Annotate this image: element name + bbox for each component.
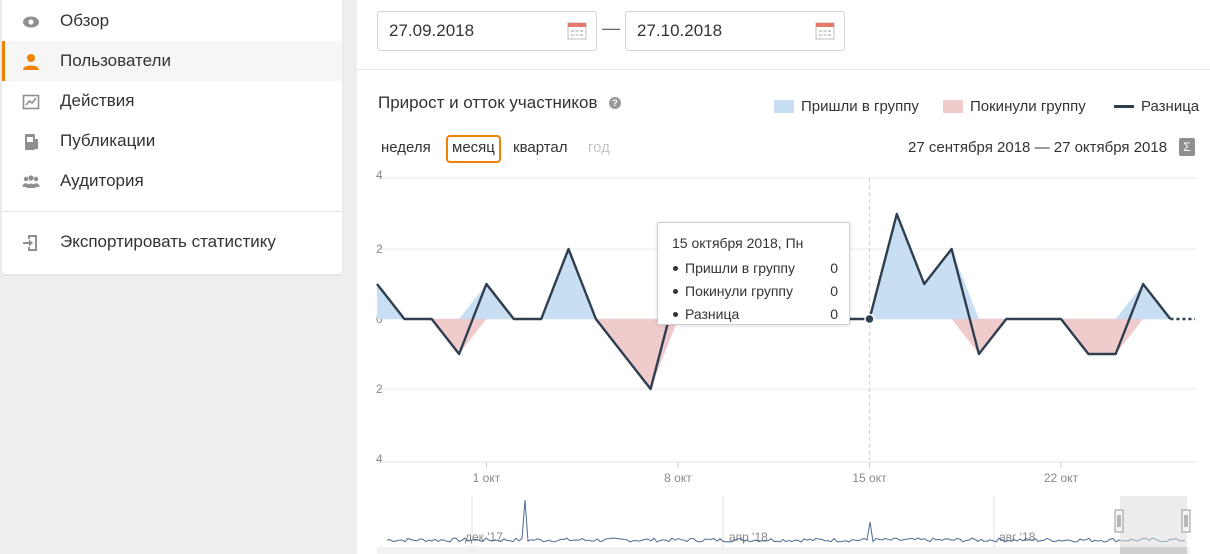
sidebar-item-label: Действия [60,91,135,110]
sidebar-item-label: Экспортировать статистику [60,232,276,251]
activity-chart-icon [22,94,40,110]
left-area [377,319,1171,389]
legend-swatch [943,99,963,113]
chart-title: Прирост и отток участников [378,93,598,112]
publication-icon [25,134,38,150]
calendar-icon[interactable] [567,22,587,40]
date-range-bar: 27.09.2018 — 27.10.2018 [357,0,1210,70]
tooltip-row: Разница 0 [672,305,838,323]
sidebar-item-overview[interactable]: Обзор [2,1,342,41]
tooltip-row: Покинули группу 0 [672,282,838,300]
main-panel: 27.09.2018 — 27.10.2018 Прирост и отток … [357,0,1210,554]
y-tick-label: 4 [376,170,383,182]
navigator-series [386,499,1186,543]
date-to-value: 27.10.2018 [637,21,723,40]
members-chart[interactable]: 4 2 0 2 4 1 окт 8 окт 15 окт 22 окт [357,170,1210,490]
sidebar-item-users[interactable]: Пользователи [2,41,342,81]
x-tick-label: 15 окт [852,471,887,485]
hover-point [864,313,875,325]
period-month-tab[interactable]: месяц [446,135,501,163]
audience-icon [22,175,40,188]
bullet-icon [673,312,678,317]
date-to-input[interactable]: 27.10.2018 [625,11,845,51]
tooltip-title: 15 октября 2018, Пн [672,235,804,251]
sidebar-item-label: Публикации [60,131,156,150]
x-tick-label: 1 окт [473,471,501,485]
chart-tooltip: 15 октября 2018, Пн Пришли в группу 0 По… [657,222,850,325]
legend-label: Покинули группу [970,97,1086,115]
tooltip-label: Разница [685,306,740,322]
sidebar-item-label: Обзор [60,11,110,30]
bullet-icon [673,266,678,271]
joined-area [377,214,1171,319]
selected-range-label: 27 сентября 2018 — 27 октября 2018 [908,139,1168,156]
sidebar: Обзор Пользователи Действия Публикации А… [2,0,342,274]
date-from-value: 27.09.2018 [389,21,475,40]
navigator-selection[interactable] [1120,496,1187,552]
navigator-left-handle[interactable] [1114,509,1124,533]
legend-item-joined[interactable]: Пришли в группу [774,96,919,116]
range-navigator[interactable]: дек '17 апр '18 авг '18 [357,490,1210,554]
navigator-right-handle[interactable] [1181,509,1191,533]
sidebar-item-audience[interactable]: Аудитория [2,161,342,201]
legend-swatch [774,99,794,113]
y-tick-label: 4 [376,452,383,466]
tooltip-value: 0 [830,306,838,322]
sidebar-item-label: Аудитория [60,171,144,190]
tooltip-label: Пришли в группу [685,260,796,276]
sidebar-item-export[interactable]: Экспортировать статистику [2,222,342,262]
tooltip-row: Пришли в группу 0 [672,259,838,277]
tooltip-value: 0 [830,283,838,299]
legend-item-left[interactable]: Покинули группу [943,96,1086,116]
bullet-icon [673,289,678,294]
period-quarter-tab[interactable]: квартал [513,139,568,156]
navigator-label: апр '18 [729,530,768,544]
user-icon [23,54,39,70]
legend-label: Разница [1141,97,1200,115]
x-tick-label: 8 окт [664,471,692,485]
legend-label: Пришли в группу [801,97,919,115]
sidebar-divider [2,211,342,212]
sidebar-item-actions[interactable]: Действия [2,81,342,121]
sidebar-item-label: Пользователи [60,51,171,70]
export-icon [23,235,37,251]
tooltip-value: 0 [830,260,838,276]
x-tick-label: 22 окт [1044,471,1079,485]
tooltip-label: Покинули группу [685,283,793,299]
date-range-separator: — [602,18,620,38]
legend-swatch [1114,104,1134,108]
y-tick-label: 2 [376,242,383,256]
x-axis: 1 окт 8 окт 15 окт 22 окт [377,461,1197,485]
y-tick-label: 2 [376,382,383,396]
legend-item-difference[interactable]: Разница [1114,96,1199,116]
sidebar-item-publications[interactable]: Публикации [2,121,342,161]
eye-icon [23,16,39,28]
period-week-tab[interactable]: неделя [381,139,431,156]
navigator-scrollbar-thumb[interactable] [1120,547,1187,554]
navigator-scrollbar[interactable] [377,547,1190,554]
sum-toggle-icon[interactable]: Σ [1179,138,1195,156]
calendar-icon[interactable] [815,22,835,40]
date-from-input[interactable]: 27.09.2018 [377,11,597,51]
period-year-tab: год [588,139,610,156]
navigator-label: дек '17 [465,530,503,544]
help-icon[interactable]: ? [609,97,621,109]
